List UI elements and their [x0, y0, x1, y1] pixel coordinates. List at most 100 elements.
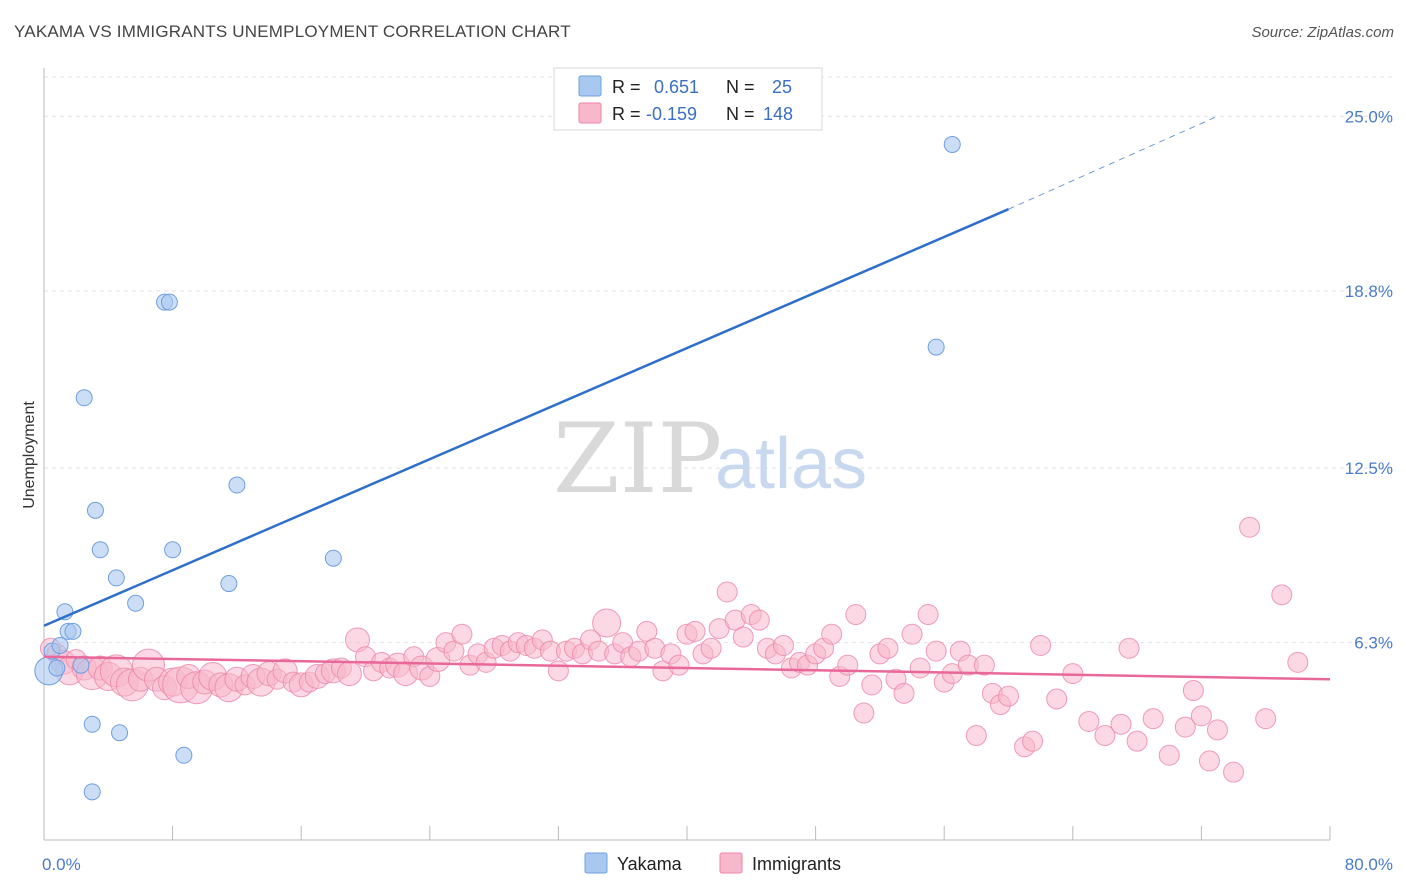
- immigrants-point: [684, 620, 706, 642]
- immigrants-point: [925, 640, 947, 662]
- immigrants-point: [1142, 708, 1164, 730]
- immigrants-point: [1287, 651, 1309, 673]
- yakama-point: [943, 135, 961, 153]
- y-tick-label: 6.3%: [1354, 634, 1393, 653]
- immigrants-point: [917, 604, 939, 626]
- legend-swatch-immigrants: [578, 102, 602, 124]
- immigrants-point: [636, 620, 658, 642]
- x-tick-label: 80.0%: [1345, 855, 1393, 874]
- yakama-point: [220, 575, 238, 593]
- yakama-point: [164, 541, 182, 559]
- legend-bottom-label-immigrants: Immigrants: [752, 854, 841, 874]
- immigrants-points: [39, 516, 1309, 783]
- immigrants-point: [1206, 719, 1228, 741]
- immigrants-point: [668, 654, 690, 676]
- immigrants-point: [700, 637, 722, 659]
- y-axis-label: Unemployment: [21, 401, 38, 509]
- immigrants-trend-line: [43, 655, 1331, 681]
- immigrants-point: [592, 608, 622, 638]
- immigrants-point: [1198, 750, 1220, 772]
- yakama-point: [927, 338, 945, 356]
- trend-lines: [43, 115, 1331, 681]
- immigrants-point: [1271, 584, 1293, 606]
- immigrants-point: [1158, 744, 1180, 766]
- immigrants-point: [1182, 680, 1204, 702]
- legend-n-value-immigrants: 148: [763, 104, 793, 124]
- immigrants-point: [1030, 634, 1052, 656]
- yakama-point: [324, 549, 342, 567]
- immigrants-point: [901, 623, 923, 645]
- immigrants-point: [336, 661, 362, 687]
- immigrants-point: [1022, 730, 1044, 752]
- yakama-point: [91, 541, 109, 559]
- legend-bottom-swatch-immigrants: [719, 852, 743, 874]
- immigrants-point: [1223, 761, 1245, 783]
- legend-bottom-swatch-yakama: [584, 852, 608, 874]
- watermark-atlas: atlas: [715, 424, 867, 504]
- legend-n-label-immigrants: N =: [726, 104, 755, 124]
- yakama-point: [72, 656, 90, 674]
- immigrants-point: [821, 623, 843, 645]
- immigrants-point: [1110, 713, 1132, 735]
- x-tick-label: 0.0%: [42, 855, 81, 874]
- grid-lines: [44, 76, 1395, 644]
- immigrants-point: [451, 623, 473, 645]
- immigrants-point: [861, 674, 883, 696]
- y-tick-label: 18.8%: [1345, 282, 1393, 301]
- immigrants-point: [853, 702, 875, 724]
- watermark-zip: ZIP: [553, 403, 722, 515]
- immigrants-point: [716, 581, 738, 603]
- immigrants-point: [1255, 708, 1277, 730]
- immigrants-point: [965, 725, 987, 747]
- yakama-point: [51, 636, 69, 654]
- immigrants-point: [443, 640, 465, 662]
- yakama-point: [83, 715, 101, 733]
- legend-n-label-yakama: N =: [726, 77, 755, 97]
- yakama-trend-line: [43, 208, 1009, 627]
- x-tick-labels: 0.0% 80.0%: [42, 855, 1393, 874]
- y-tick-label: 12.5%: [1345, 459, 1393, 478]
- watermark: ZIP atlas: [553, 403, 867, 515]
- immigrants-point: [909, 657, 931, 679]
- immigrants-point: [1118, 637, 1140, 659]
- immigrants-point: [1239, 516, 1261, 538]
- legend-n-value-yakama: 25: [772, 77, 792, 97]
- source-label: Source: ZipAtlas.com: [1251, 24, 1394, 41]
- immigrants-point: [998, 685, 1019, 707]
- legend-r-label-yakama: R =: [612, 77, 641, 97]
- y-tick-labels: 6.3% 12.5% 18.8% 25.0%: [1345, 107, 1393, 652]
- yakama-point: [127, 594, 145, 612]
- yakama-point: [160, 293, 178, 311]
- yakama-point: [64, 622, 82, 640]
- legend-top: R = 0.651 N = 25 R = -0.159 N = 148: [553, 67, 823, 131]
- axes: [43, 68, 1331, 841]
- immigrants-point: [547, 660, 569, 682]
- yakama-point: [75, 389, 93, 407]
- immigrants-point: [772, 634, 794, 656]
- y-tick-label: 25.0%: [1345, 107, 1393, 126]
- immigrants-point: [1174, 716, 1196, 738]
- yakama-point: [107, 569, 125, 587]
- legend-bottom-label-yakama: Yakama: [617, 854, 683, 874]
- immigrants-point: [877, 637, 899, 659]
- yakama-point: [228, 476, 246, 494]
- immigrants-point: [893, 682, 915, 704]
- immigrants-point: [1094, 725, 1116, 747]
- immigrants-point: [973, 654, 995, 676]
- legend-swatch-yakama: [578, 75, 602, 97]
- legend-r-label-immigrants: R =: [612, 104, 641, 124]
- yakama-trend-extension: [1008, 115, 1218, 210]
- yakama-point: [86, 501, 104, 519]
- immigrants-point: [1046, 688, 1068, 710]
- immigrants-point: [732, 626, 754, 648]
- immigrants-point: [1078, 710, 1100, 732]
- immigrants-point: [1190, 705, 1212, 727]
- immigrants-point: [1126, 730, 1148, 752]
- legend-bottom: Yakama Immigrants: [584, 852, 841, 874]
- yakama-point: [83, 783, 101, 801]
- chart-title: YAKAMA VS IMMIGRANTS UNEMPLOYMENT CORREL…: [14, 22, 571, 41]
- immigrants-point: [748, 609, 770, 631]
- yakama-point: [175, 746, 193, 764]
- yakama-point: [48, 659, 66, 677]
